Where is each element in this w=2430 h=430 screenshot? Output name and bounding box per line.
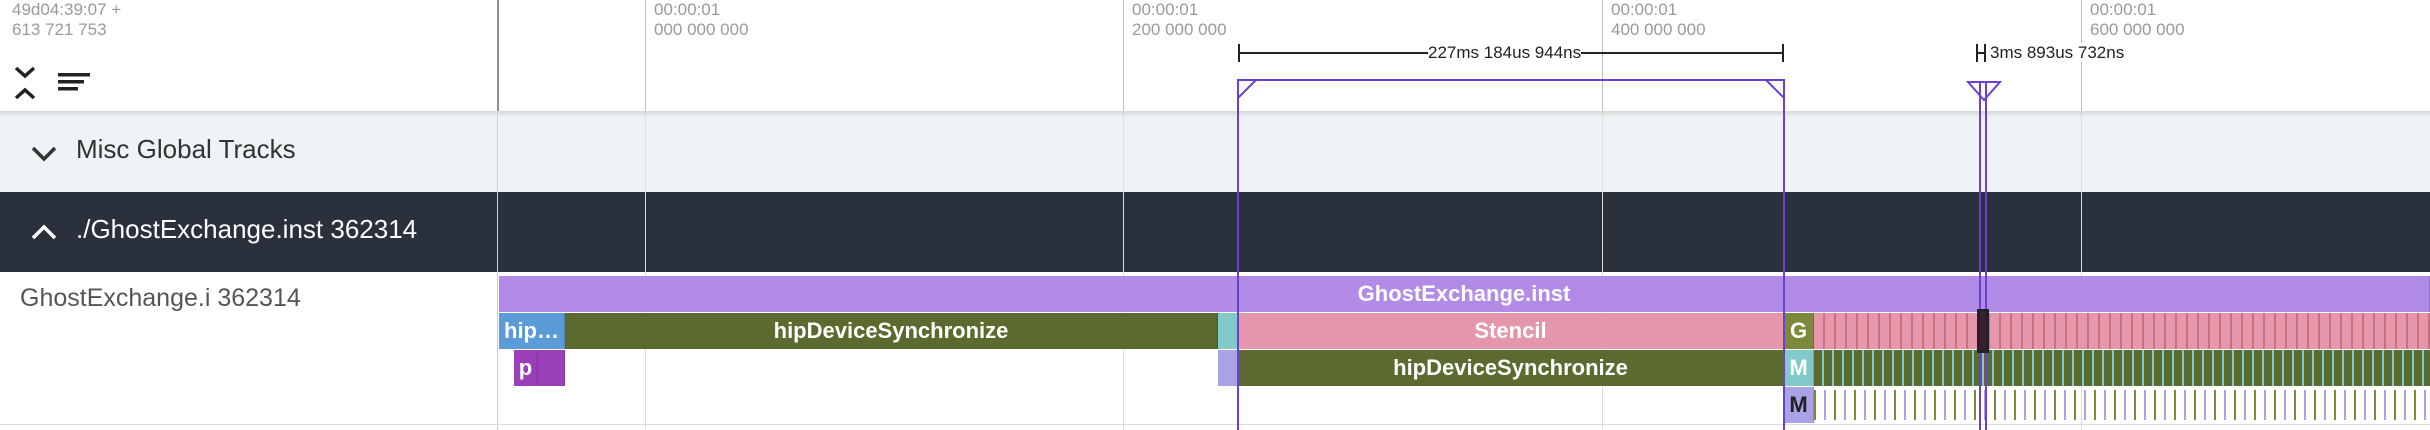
time-span-measurement: 227ms 184us 944ns bbox=[1238, 42, 1784, 64]
slice-small-lavender[interactable] bbox=[1218, 350, 1238, 386]
chevron-down-icon[interactable] bbox=[30, 144, 58, 164]
chevron-up-icon[interactable] bbox=[30, 222, 58, 242]
flag-line-2 bbox=[1985, 112, 1987, 430]
slice-small-teal[interactable] bbox=[1218, 313, 1238, 349]
thread-track-label: GhostExchange.i 362314 bbox=[20, 284, 301, 312]
process-group-label: ./GhostExchange.inst 362314 bbox=[76, 214, 418, 244]
track-bottom-border bbox=[0, 424, 2430, 425]
filter-list-icon bbox=[58, 73, 90, 91]
slice-p[interactable]: p bbox=[514, 350, 538, 386]
measurement-label-small: 3ms 893us 732ns bbox=[1990, 43, 2125, 62]
tick-label: 400 000 000 bbox=[1611, 20, 1706, 39]
tick-label: 000 000 000 bbox=[654, 20, 749, 39]
measurement-label: 227ms 184us 944ns bbox=[1428, 43, 1582, 62]
selected-slice-highlight[interactable] bbox=[1977, 309, 1989, 353]
time-origin-line1: 49d04:39:07 + bbox=[12, 0, 122, 19]
tick-label: 00:00:01 bbox=[654, 0, 721, 19]
slice-hip-short[interactable]: hip… bbox=[499, 313, 565, 349]
tick-line bbox=[645, 0, 646, 111]
slice-small-magenta[interactable] bbox=[538, 350, 565, 386]
header-left-panel: 49d04:39:07 + 613 721 753 bbox=[0, 0, 499, 111]
area-selection-end-line bbox=[1783, 112, 1785, 430]
track-shell-divider bbox=[497, 112, 498, 430]
tick-label: 00:00:01 bbox=[1132, 0, 1199, 19]
collapse-all-button[interactable] bbox=[12, 62, 38, 102]
misc-global-tracks-group[interactable] bbox=[0, 112, 2430, 193]
slice-ghostexchange[interactable]: GhostExchange.inst bbox=[499, 276, 2430, 312]
slice-stencil[interactable]: Stencil bbox=[1238, 313, 1784, 349]
area-selection-handles[interactable] bbox=[1236, 78, 1786, 112]
repeated-sync-slices[interactable] bbox=[1814, 350, 2430, 386]
slice-g[interactable]: G bbox=[1784, 313, 1814, 349]
tick-label: 00:00:01 bbox=[2090, 0, 2157, 19]
slice-m[interactable]: M bbox=[1784, 350, 1814, 386]
repeated-small-slices[interactable] bbox=[1814, 390, 2430, 420]
grid-line bbox=[2081, 112, 2082, 430]
flag-marker-icon[interactable] bbox=[1966, 80, 2002, 112]
measurement-bracket-small bbox=[1976, 44, 1986, 62]
time-origin-line2: 613 721 753 bbox=[12, 20, 107, 39]
grid-line bbox=[1602, 112, 1603, 430]
tick-label: 200 000 000 bbox=[1132, 20, 1227, 39]
filter-tracks-button[interactable] bbox=[54, 66, 94, 98]
flag-line-1 bbox=[1979, 112, 1981, 430]
tick-line bbox=[1602, 0, 1603, 111]
tick-label: 600 000 000 bbox=[2090, 20, 2185, 39]
timeline-header[interactable]: 49d04:39:07 + 613 721 753 00:00:01 000 0… bbox=[0, 0, 2430, 112]
tick-label: 00:00:01 bbox=[1611, 0, 1678, 19]
repeated-stencil-slices[interactable] bbox=[1814, 313, 2430, 349]
area-selection-start-line bbox=[1237, 112, 1239, 430]
slice-hipdevicesynchronize-2[interactable]: hipDeviceSynchronize bbox=[1238, 350, 1784, 386]
process-group-header[interactable] bbox=[0, 192, 2430, 272]
time-span-measurement-small: 3ms 893us 732ns bbox=[1976, 42, 2126, 64]
misc-group-label: Misc Global Tracks bbox=[76, 134, 296, 164]
grid-line bbox=[645, 112, 646, 430]
tick-line bbox=[1123, 0, 1124, 111]
slice-hipdevicesynchronize[interactable]: hipDeviceSynchronize bbox=[565, 313, 1218, 349]
slice-m-2[interactable]: M bbox=[1784, 387, 1814, 423]
collapse-all-icon bbox=[14, 66, 36, 100]
grid-line bbox=[1123, 112, 1124, 430]
header-shadow bbox=[0, 111, 2430, 117]
